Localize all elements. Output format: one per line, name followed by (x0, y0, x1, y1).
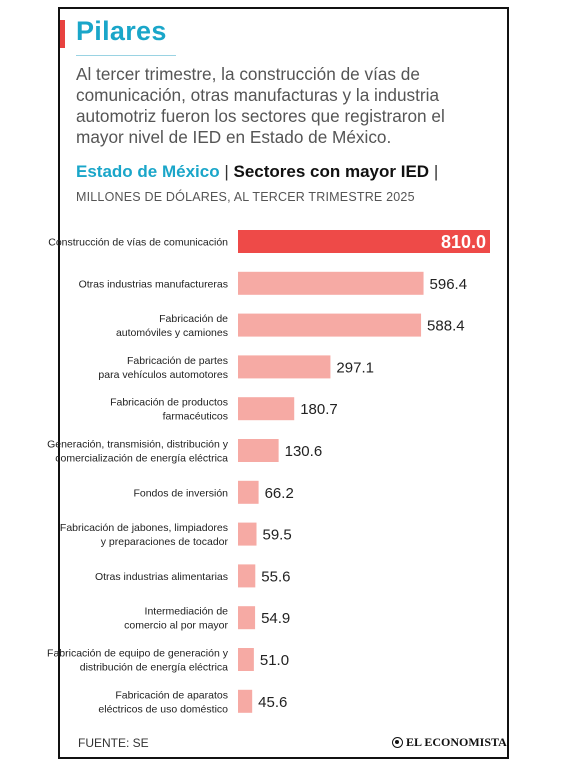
category-label-4: Fabricación de productos farmacéuticos (110, 397, 228, 423)
value-label-8: 55.6 (261, 568, 290, 585)
brand-logo: EL ECONOMISTA (392, 735, 507, 750)
value-label-9: 54.9 (261, 610, 290, 627)
brand-name: EL ECONOMISTA (406, 735, 507, 749)
value-label-3: 297.1 (336, 359, 374, 376)
category-label-10: Fabricación de equipo de generación y dis… (47, 648, 229, 674)
category-label-11: Fabricación de aparatos eléctricos de uso… (98, 689, 228, 715)
section-accent-bar (60, 20, 65, 48)
value-label-6: 66.2 (265, 485, 294, 502)
chart-subtitle: MILLONES DE DÓLARES, AL TERCER TRIMESTRE… (76, 190, 415, 204)
value-label-5: 130.6 (285, 443, 323, 460)
bar-8 (238, 564, 256, 588)
bar-4 (238, 397, 295, 421)
chart-heading-state: Estado de México (76, 162, 220, 181)
bar-7 (238, 522, 257, 546)
source-note: FUENTE: SE (78, 736, 149, 750)
bar-9 (238, 606, 256, 630)
value-label-7: 59.5 (263, 527, 292, 544)
category-label-6: Fondos de inversión (133, 487, 228, 499)
bar-1 (238, 271, 424, 295)
chart-heading-separator-end: | (433, 162, 439, 181)
bar-10 (238, 648, 254, 671)
chart-heading-separator: | (224, 162, 229, 181)
category-label-0: Construcción de vías de comunicación (48, 237, 228, 249)
value-label-10: 51.0 (260, 652, 289, 669)
infographic-frame (58, 7, 509, 759)
value-label-1: 596.4 (430, 276, 468, 293)
category-label-1: Otras industrias manufactureras (79, 278, 228, 290)
section-title: Pilares (76, 16, 167, 46)
category-label-8: Otras industrias alimentarias (95, 571, 228, 583)
chart-heading: Estado de México | Sectores con mayor IE… (76, 162, 438, 182)
bar-11 (238, 689, 253, 713)
bar-2 (238, 313, 422, 337)
bar-0 (238, 230, 490, 253)
value-label-11: 45.6 (258, 694, 287, 711)
value-label-0: 810.0 (441, 232, 486, 252)
value-label-4: 180.7 (300, 401, 338, 418)
category-label-7: Fabricación de jabones, limpiadores y pre… (60, 522, 229, 548)
chart-heading-title: Sectores con mayor IED (233, 162, 430, 181)
category-label-3: Fabricación de partes para vehículos auto… (98, 355, 228, 381)
bar-5 (238, 439, 279, 462)
category-label-9: Intermediación de comercio al por mayor (124, 606, 228, 632)
section-underline (76, 55, 176, 56)
intro-paragraph: Al tercer trimestre, la construcción de … (76, 64, 445, 147)
category-label-2: Fabricación de automóviles y camiones (116, 313, 228, 339)
bar-3 (238, 355, 331, 379)
bar-6 (238, 480, 259, 504)
value-label-2: 588.4 (427, 318, 465, 335)
brand-mark-icon (392, 737, 403, 748)
